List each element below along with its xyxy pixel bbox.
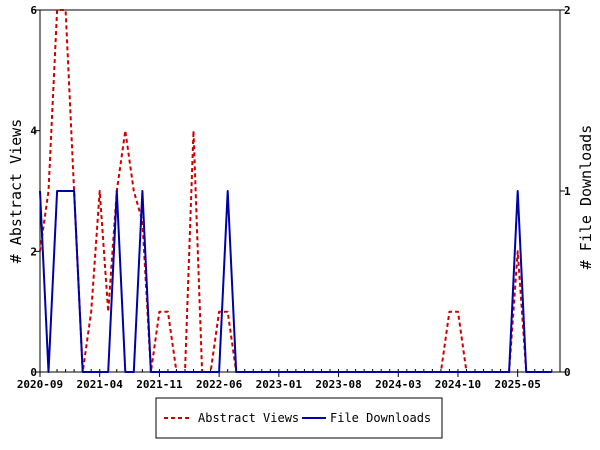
x-tick-label: 2024-10	[435, 378, 481, 391]
y-left-title: # Abstract Views	[7, 119, 25, 264]
series-line-file-downloads	[39, 190, 552, 373]
y-right-tick-label: 0	[564, 366, 571, 379]
legend-label-file-downloads: File Downloads	[330, 411, 431, 425]
y-left-tick-label: 0	[30, 366, 37, 379]
legend: Abstract Views File Downloads	[155, 397, 443, 439]
y-right-tick-label: 1	[564, 185, 571, 198]
plot-area	[39, 9, 561, 373]
y-axis-right: 0 1 2	[560, 4, 571, 379]
x-tick-label: 2020-09	[17, 378, 63, 391]
legend-box	[155, 397, 443, 439]
x-tick-label: 2023-08	[315, 378, 361, 391]
y-right-tick-label: 2	[564, 4, 571, 17]
x-tick-label: 2022-06	[196, 378, 243, 391]
x-tick-label: 2021-04	[77, 378, 124, 391]
y-axis-left: 0 2 4 6	[30, 4, 40, 379]
x-tick-label: 2024-03	[375, 378, 421, 391]
y-left-tick-label: 2	[30, 245, 37, 258]
legend-label-abstract-views: Abstract Views	[198, 411, 299, 425]
series-layer	[39, 9, 552, 373]
x-tick-label: 2023-01	[256, 378, 303, 391]
x-axis: 2020-09 2021-04 2021-11 2022-06 2023-01 2023-…	[17, 372, 541, 391]
y-left-tick-label: 4	[30, 125, 37, 138]
y-left-tick-label: 6	[30, 4, 37, 17]
x-tick-label: 2025-05	[495, 378, 541, 391]
y-right-title: # File Downloads	[577, 125, 595, 270]
x-tick-label: 2021-11	[136, 378, 183, 391]
